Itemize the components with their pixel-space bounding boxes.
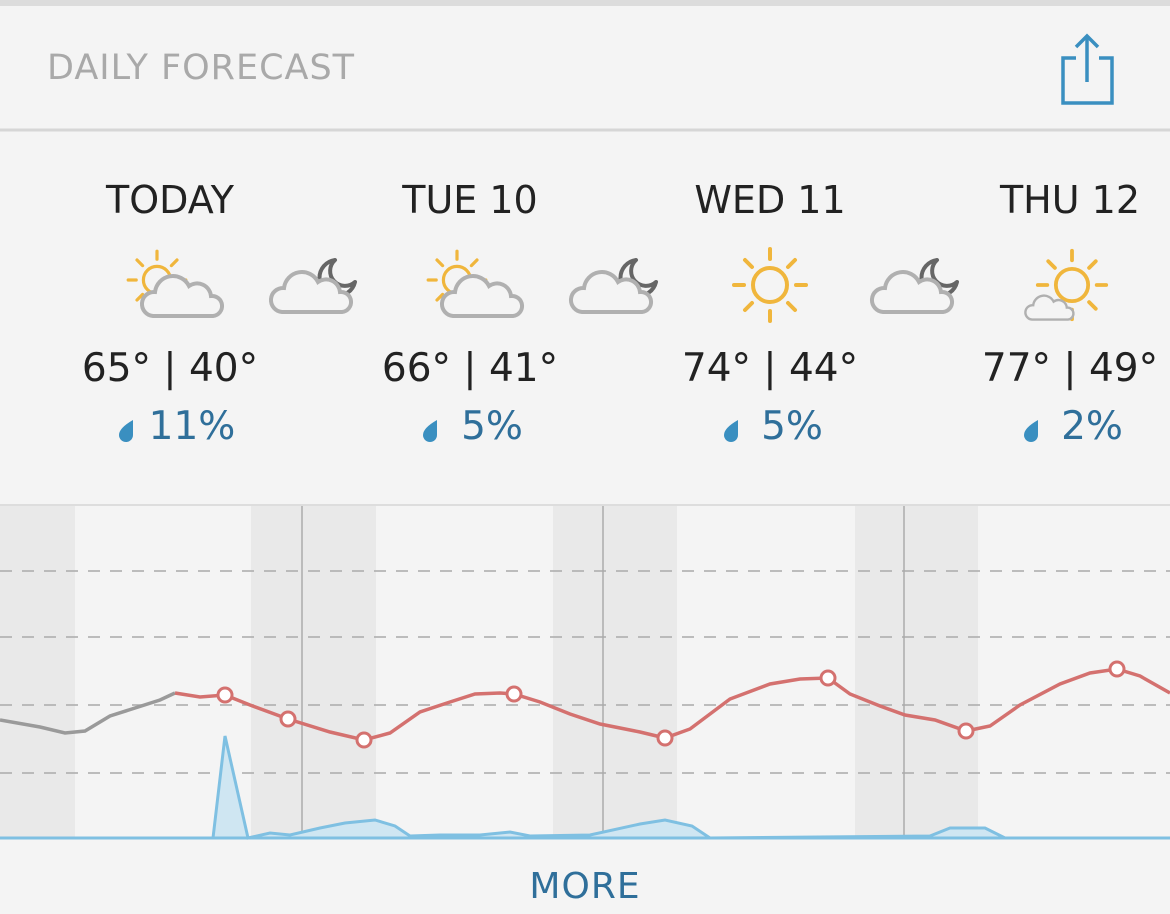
day-temps: 77° | 49°	[981, 346, 1159, 391]
top-strip	[0, 0, 1170, 6]
header-title: DAILY FORECAST	[47, 48, 356, 88]
day-precip: 11%	[148, 404, 236, 449]
day-precip: 5%	[461, 404, 523, 449]
graph	[0, 504, 1170, 840]
day-precip: 5%	[761, 404, 823, 449]
day-label: WED 11	[694, 178, 846, 222]
day-temps: 65° | 40°	[81, 346, 259, 391]
more-button[interactable]: MORE	[529, 866, 641, 907]
drops	[119, 420, 1038, 442]
share-icon[interactable]	[1061, 33, 1114, 105]
day-precip: 2%	[1061, 404, 1123, 449]
day-temps: 66° | 41°	[381, 346, 559, 391]
day-temps: 74° | 44°	[681, 346, 859, 391]
day-label: TUE 10	[402, 178, 538, 222]
weather-icons	[126, 247, 1109, 323]
day-label: THU 12	[999, 178, 1141, 222]
day-label: TODAY	[106, 178, 234, 222]
